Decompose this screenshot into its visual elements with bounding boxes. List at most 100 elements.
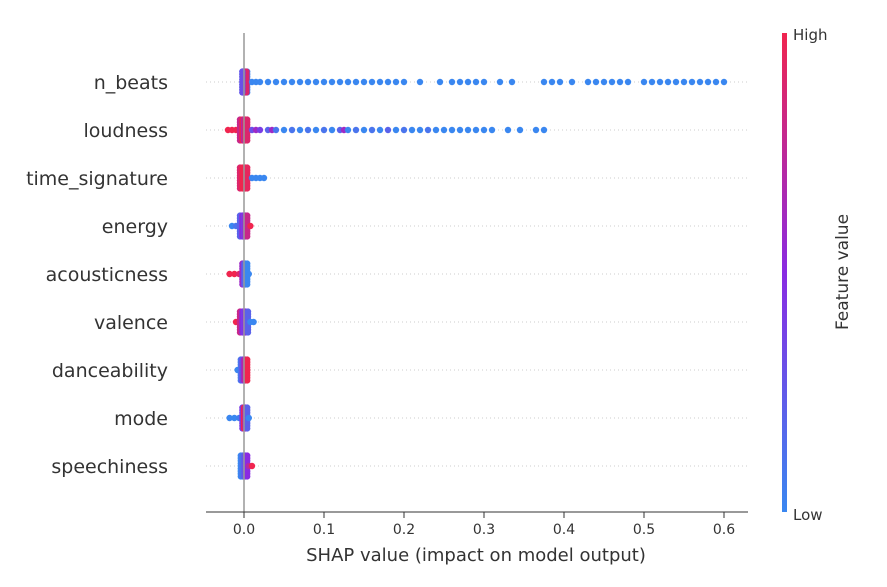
shap-point	[231, 414, 238, 422]
feature-label-valence: valence	[94, 312, 168, 334]
series-time-signature	[236, 164, 268, 192]
shap-point	[256, 78, 264, 86]
series-energy	[228, 212, 254, 240]
shap-point	[664, 78, 672, 86]
shap-point	[226, 270, 233, 278]
shap-point	[384, 126, 392, 134]
shap-point	[696, 78, 704, 86]
shap-point	[304, 78, 312, 86]
shap-point	[488, 126, 496, 134]
colorbar: High Low Feature value	[782, 26, 853, 524]
shap-point	[368, 126, 376, 134]
shap-point	[248, 462, 256, 470]
shap-point	[264, 78, 272, 86]
shap-point	[245, 414, 252, 422]
shap-point	[640, 78, 648, 86]
shap-point	[532, 126, 540, 134]
shap-point	[250, 318, 257, 326]
feature-label-mode: mode	[114, 408, 168, 430]
shap-point	[336, 78, 344, 86]
shap-point	[480, 78, 488, 86]
shap-point	[556, 78, 564, 86]
series-speechiness	[237, 452, 256, 480]
series-mode	[226, 404, 252, 432]
shap-point	[392, 78, 400, 86]
feature-label-energy: energy	[102, 216, 168, 238]
shap-point	[352, 78, 360, 86]
shap-point	[436, 78, 444, 86]
shap-point	[368, 78, 376, 86]
shap-point	[288, 126, 296, 134]
series-n-beats	[239, 68, 728, 96]
series-valence	[232, 308, 257, 336]
shap-point	[288, 78, 296, 86]
x-axis: 0.0 0.1 0.2 0.3 0.4 0.5 0.6 SHAP value (impact…	[206, 511, 748, 566]
x-tick-label: 0.1	[313, 522, 335, 538]
shap-point	[304, 126, 312, 134]
shap-point	[680, 78, 688, 86]
shap-point	[648, 78, 656, 86]
shap-point	[656, 78, 664, 86]
x-tick-label: 0.6	[713, 522, 735, 538]
x-tick-label: 0.0	[233, 522, 255, 538]
shap-point	[464, 126, 472, 134]
shap-point	[592, 78, 600, 86]
shap-point	[400, 126, 408, 134]
shap-point	[296, 126, 304, 134]
shap-point	[376, 126, 384, 134]
shap-point	[432, 126, 440, 134]
shap-point	[616, 78, 624, 86]
shap-point	[260, 174, 268, 182]
colorbar-title: Feature value	[833, 214, 853, 330]
shap-point	[360, 78, 368, 86]
shap-point	[244, 185, 251, 192]
shap-point	[280, 126, 288, 134]
shap-point	[376, 78, 384, 86]
shap-point	[688, 78, 696, 86]
shap-point	[504, 126, 512, 134]
feature-label-time-signature: time_signature	[26, 168, 168, 190]
shap-point	[328, 126, 336, 134]
shap-point	[416, 126, 424, 134]
shap-point	[608, 78, 616, 86]
colorbar-high-label: High	[793, 26, 827, 44]
shap-point	[408, 126, 416, 134]
shap-point	[416, 78, 424, 86]
shap-point	[244, 137, 251, 144]
shap-point	[296, 78, 304, 86]
shap-point	[244, 329, 252, 336]
colorbar-low-label: Low	[793, 506, 823, 524]
x-axis-label: SHAP value (impact on model output)	[306, 545, 646, 566]
shap-point	[247, 222, 254, 230]
feature-label-danceability: danceability	[52, 360, 168, 382]
shap-point	[244, 425, 251, 432]
shap-point	[344, 78, 352, 86]
x-tick-label: 0.2	[393, 522, 415, 538]
shap-point	[568, 78, 576, 86]
colorbar-gradient	[782, 33, 787, 512]
x-ticks: 0.0 0.1 0.2 0.3 0.4 0.5 0.6	[233, 512, 735, 538]
series-danceability	[234, 356, 251, 384]
shap-point	[312, 78, 320, 86]
shap-point	[352, 126, 360, 134]
shap-point	[272, 78, 280, 86]
shap-point	[280, 78, 288, 86]
shap-point	[548, 78, 556, 86]
shap-point	[464, 78, 472, 86]
series-acousticness	[226, 260, 252, 288]
shap-point	[516, 126, 524, 134]
shap-point	[244, 377, 251, 384]
shap-point	[320, 126, 328, 134]
shap-point	[712, 78, 720, 86]
shap-point	[392, 126, 400, 134]
shap-point	[496, 78, 504, 86]
shap-point	[440, 126, 448, 134]
shap-point	[624, 78, 632, 86]
shap-point	[456, 126, 464, 134]
shap-point	[508, 78, 516, 86]
shap-point	[360, 126, 368, 134]
shap-point	[244, 233, 251, 240]
shap-point	[424, 126, 432, 134]
